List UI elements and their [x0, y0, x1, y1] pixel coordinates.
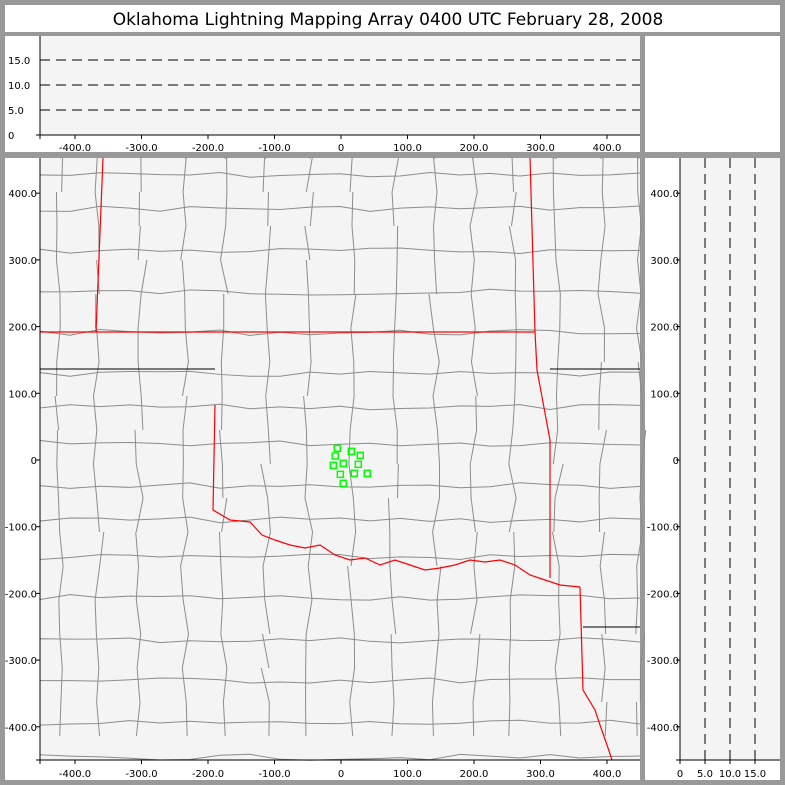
x-tick-label: 0 — [338, 769, 344, 780]
county-line — [39, 439, 641, 447]
x-tick-label: -200.0 — [192, 769, 224, 780]
state-border-red — [579, 586, 613, 761]
county-line — [39, 171, 641, 178]
county-line — [39, 677, 641, 684]
plot-area — [40, 158, 640, 760]
y-tick-label: -400.0 — [5, 723, 37, 734]
y-tick-label: 0 — [31, 456, 37, 467]
x-tick-label: -400.0 — [59, 769, 91, 780]
county-lines — [39, 157, 647, 761]
y-tick-label: 400.0 — [8, 189, 37, 200]
y-tick-label: 100.0 — [650, 389, 679, 400]
county-line — [39, 594, 641, 601]
county-line — [303, 157, 314, 737]
y-tick-label: 5.0 — [8, 106, 24, 117]
x-tick-label: -100.0 — [258, 769, 290, 780]
county-line — [551, 157, 564, 737]
x-tick-label: -400.0 — [59, 143, 91, 154]
county-line — [39, 637, 641, 644]
altitude-ew-plot: 15.0 10.0 5.0 0 -400.0 -300.0 -200.0 -100.0 0 100… — [8, 36, 640, 154]
x-tick-label: 400.0 — [593, 143, 622, 154]
x-tick-label: -300.0 — [125, 143, 157, 154]
x-tick-label: 300.0 — [526, 143, 555, 154]
plot-area — [680, 158, 780, 760]
x-tick-label: -100.0 — [258, 143, 290, 154]
y-tick-label: 10.0 — [8, 81, 30, 92]
corner-panel — [645, 36, 780, 152]
lightning-source-point — [363, 469, 372, 478]
x-tick-label: 100.0 — [393, 143, 422, 154]
y-tick-label: 0 — [673, 456, 679, 467]
county-line — [469, 157, 481, 737]
county-line — [39, 403, 641, 411]
state-border-red — [529, 157, 551, 578]
county-line — [54, 157, 64, 737]
lightning-source-point — [350, 469, 359, 478]
y-tick-label: 300.0 — [650, 256, 679, 267]
county-line — [387, 157, 399, 737]
county-line — [597, 157, 608, 737]
county-line — [39, 482, 641, 489]
lightning-source-point — [336, 470, 345, 479]
x-tick-label: 5.0 — [697, 769, 713, 780]
county-line — [39, 205, 641, 212]
y-tick-label: -200.0 — [647, 589, 679, 600]
y-tick-label: -100.0 — [5, 523, 37, 534]
county-line — [39, 553, 641, 561]
x-tick-label: 400.0 — [593, 769, 622, 780]
x-tick-label: 10.0 — [719, 769, 741, 780]
y-tick-label: 0 — [8, 131, 14, 142]
y-tick-label: 100.0 — [8, 389, 37, 400]
y-tick-label: 200.0 — [650, 323, 679, 334]
x-tick-label: 200.0 — [460, 769, 489, 780]
x-tick-label: 0 — [677, 769, 683, 780]
x-tick-label: 15.0 — [744, 769, 766, 780]
county-line — [39, 516, 641, 524]
lightning-source-point — [329, 461, 338, 470]
altitude-ns-plot: 400.0 300.0 200.0 100.0 0 -100.0 -200.0 -300.0 -… — [647, 158, 780, 780]
y-tick-label: 400.0 — [650, 189, 679, 200]
x-tick-label: 100.0 — [393, 769, 422, 780]
lightning-source-point — [333, 444, 342, 453]
x-tick-label: 0 — [338, 143, 344, 154]
county-line — [635, 157, 647, 737]
x-tick-label: -200.0 — [192, 143, 224, 154]
lightning-source-point — [339, 479, 348, 488]
plan-view-map: 400.0 300.0 200.0 100.0 0 -100.0 -200.0 -300.0 -… — [5, 157, 647, 780]
county-line — [39, 370, 641, 377]
lightning-source-point — [356, 451, 365, 460]
y-tick-label: -100.0 — [647, 523, 679, 534]
lightning-source-point — [347, 447, 356, 456]
state-border-red — [212, 404, 581, 588]
y-tick-label: 15.0 — [8, 56, 30, 67]
county-line — [180, 157, 190, 737]
county-line — [428, 157, 442, 737]
y-tick-label: -400.0 — [647, 723, 679, 734]
y-tick-label: 300.0 — [8, 256, 37, 267]
county-line — [508, 157, 517, 737]
x-tick-label: 300.0 — [526, 769, 555, 780]
y-tick-label: -300.0 — [5, 656, 37, 667]
county-line — [347, 157, 357, 737]
y-tick-label: -300.0 — [647, 656, 679, 667]
x-tick-label: -300.0 — [125, 769, 157, 780]
county-line — [39, 719, 641, 726]
y-tick-label: -200.0 — [5, 589, 37, 600]
y-tick-label: 200.0 — [8, 323, 37, 334]
lightning-source-point — [339, 459, 348, 468]
county-line — [39, 247, 641, 254]
county-line — [260, 157, 272, 737]
figure-title: Oklahoma Lightning Mapping Array 0400 UT… — [113, 10, 664, 30]
lightning-source-point — [331, 452, 340, 460]
county-line — [134, 157, 148, 737]
title-bar — [5, 5, 780, 32]
lightning-source-point — [354, 460, 363, 469]
state-border-red — [95, 157, 104, 333]
x-tick-label: 200.0 — [460, 143, 489, 154]
county-line — [39, 288, 641, 296]
